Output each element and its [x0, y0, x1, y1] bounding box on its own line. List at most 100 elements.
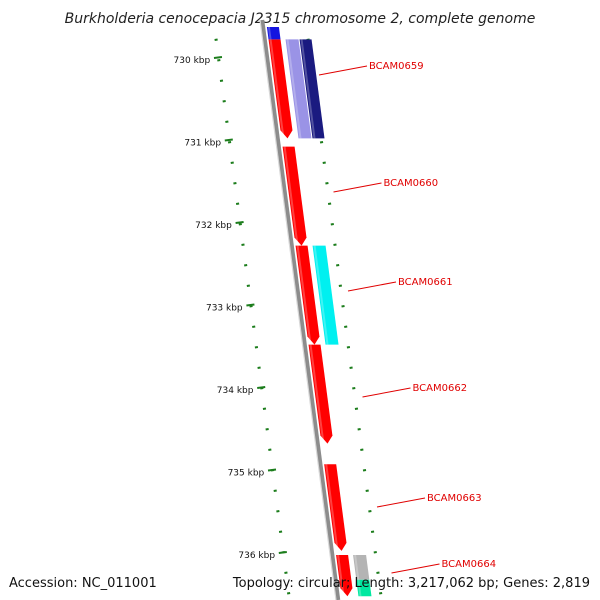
feature-cds-forward-cds — [282, 146, 307, 246]
gene-label: BCAM0662 — [413, 383, 468, 394]
kbp-label: 734 kbp — [217, 386, 254, 396]
feature-hit-blast-gray — [353, 555, 370, 580]
tick-mark-right — [344, 325, 348, 328]
tick-mark-right — [357, 428, 361, 431]
gene-label: BCAM0664 — [442, 559, 497, 570]
map-title: Burkholderia cenocepacia J2315 chromosom… — [65, 11, 536, 27]
gene-label: BCAM0660 — [384, 178, 439, 189]
tick-mark-right — [330, 223, 334, 226]
tick-mark-left — [219, 79, 224, 82]
kbp-label: 730 kbp — [174, 56, 211, 66]
tick-mark-left — [227, 141, 232, 144]
feature-cds-forward-cds — [295, 245, 320, 345]
tick-mark-right — [319, 141, 324, 144]
tick-mark-left — [225, 120, 229, 123]
tick-mark-left — [238, 223, 242, 226]
tick-mark-right — [378, 592, 383, 595]
backbone-highlight — [259, 19, 337, 600]
tick-mark-left — [268, 448, 272, 451]
tick-mark-right — [365, 489, 369, 492]
backbone-line — [259, 19, 341, 600]
gene-leader-line — [391, 563, 440, 574]
kbp-label: 731 kbp — [184, 139, 221, 149]
feature-hit-blast-lavender — [285, 39, 312, 139]
feature-highlight — [286, 39, 302, 139]
gene-label: BCAM0663 — [427, 493, 482, 504]
kbp-label: 733 kbp — [206, 304, 243, 314]
tick-mark-right — [376, 571, 380, 574]
gene-label: BCAM0661 — [398, 277, 453, 288]
major-tick — [267, 468, 277, 472]
tick-mark-right — [335, 264, 340, 267]
tick-mark-left — [235, 202, 240, 205]
accession-text: Accession: NC_011001 — [9, 576, 157, 591]
tick-mark-left — [252, 325, 256, 328]
feature-highlight — [309, 344, 325, 444]
feature-highlight — [313, 245, 329, 345]
tick-mark-left — [217, 59, 221, 62]
tick-mark-right — [354, 407, 359, 410]
gene-leader-line — [318, 65, 368, 76]
tick-mark-left — [273, 489, 277, 492]
major-tick — [224, 138, 233, 142]
tick-mark-left — [233, 182, 237, 185]
tick-mark-right — [352, 387, 356, 390]
feature-highlight — [357, 579, 362, 597]
tick-mark-right — [362, 469, 367, 472]
kbp-labels: 730 kbp 731 kbp 732 kbp 733 kbp 734 kbp 735 k… — [174, 56, 276, 561]
tick-mark-right — [322, 161, 326, 164]
tick-mark-right — [325, 182, 329, 185]
gene-label: BCAM0659 — [369, 61, 424, 72]
feature-cds-blast-blue — [266, 27, 281, 40]
feature-highlight — [337, 554, 345, 597]
major-tick — [213, 56, 223, 59]
kbp-label: 735 kbp — [228, 469, 265, 479]
tick-mark-left — [284, 571, 288, 574]
feature-cds-forward-cds — [324, 464, 347, 551]
feature-hit2-blast-navy — [299, 39, 325, 139]
tick-mark-left — [246, 284, 251, 287]
feature-highlight — [267, 26, 272, 40]
tick-mark-left — [243, 264, 248, 267]
gene-leader-line — [362, 387, 411, 398]
feature-hit-blast-teal — [356, 579, 372, 597]
tick-mark-right — [327, 202, 332, 205]
major-tick — [235, 221, 244, 224]
feature-cds-forward-cds — [268, 39, 293, 139]
tick-mark-left — [214, 38, 218, 41]
tick-mark-left — [262, 407, 267, 410]
tick-mark-left — [276, 510, 280, 513]
tick-mark-right — [368, 510, 372, 513]
gene-labels: BCAM0659 BCAM0660 BCAM0661 BCAM0662 BCAM0663… — [318, 61, 497, 574]
gene-leader-line — [333, 182, 382, 193]
tick-mark-left — [257, 366, 261, 369]
feature-cds-forward-cds — [308, 344, 333, 444]
tick-mark-right — [338, 284, 343, 287]
genome-summary-text: Topology: circular; Length: 3,217,062 bp… — [232, 576, 590, 591]
gene-leader-line — [347, 281, 397, 292]
feature-highlight — [354, 554, 360, 580]
kbp-label: 732 kbp — [195, 221, 232, 231]
tick-mark-right — [349, 366, 353, 369]
tick-mark-right — [373, 551, 377, 554]
tick-mark-right — [360, 448, 364, 451]
feature-cds-forward-cds — [336, 555, 353, 597]
tick-mark-right — [346, 346, 351, 349]
tick-mark-left — [286, 592, 291, 595]
tick-mark-right — [333, 243, 337, 246]
tick-mark-left — [222, 100, 226, 103]
major-tick — [246, 303, 255, 307]
kbp-label: 736 kbp — [238, 551, 275, 561]
gene-leader-line — [376, 497, 426, 508]
feature-highlight — [300, 39, 316, 139]
tick-mark-left — [241, 243, 245, 246]
feature-highlight — [283, 146, 299, 246]
tick-mark-right — [370, 530, 375, 533]
major-tick — [278, 551, 287, 554]
feature-highlight — [325, 464, 339, 552]
tick-mark-left — [265, 428, 269, 431]
feature-highlight — [269, 39, 285, 139]
major-tick — [257, 386, 266, 389]
tick-mark-left — [249, 305, 253, 308]
